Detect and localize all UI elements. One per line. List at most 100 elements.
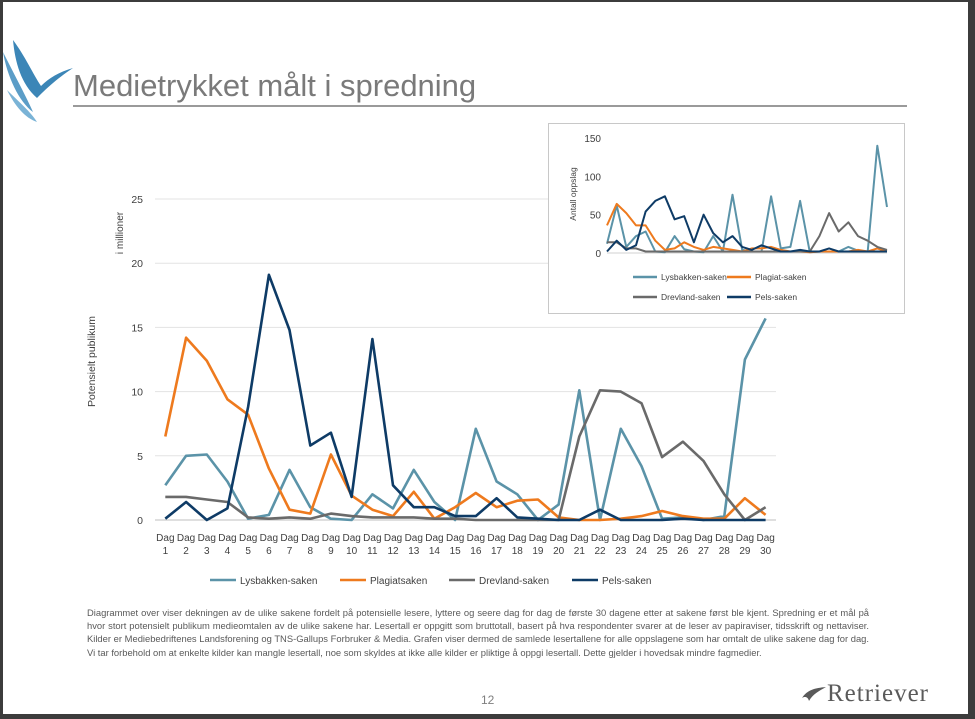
x-tick-label-line: Dag [487, 533, 505, 544]
x-tick-label-line: 1 [163, 546, 169, 557]
bird-logo-icon [3, 40, 73, 122]
x-tick-label-line: Dag [280, 533, 298, 544]
x-tick-label: Dag 9 [322, 533, 340, 557]
brand-logo: Retriever [801, 680, 929, 708]
chart-caption: Diagrammet over viser dekningen av de ul… [87, 607, 869, 658]
series-line [164, 336, 767, 522]
x-tick-label-line: Dag [467, 533, 485, 544]
legend-label: Drevland-saken [479, 576, 549, 587]
x-tick-label: Dag 6 [260, 533, 278, 557]
x-tick-label-line: 15 [450, 546, 462, 557]
x-tick-label-line: 5 [245, 546, 251, 557]
x-tick-label-line: Dag [260, 533, 278, 544]
page-number: 12 [481, 693, 495, 707]
x-tick-label-line: 21 [574, 546, 586, 557]
x-tick-label-line: 30 [760, 546, 772, 557]
x-tick-label: Dag 17 [487, 533, 505, 557]
x-tick-label-line: Dag [591, 533, 609, 544]
x-tick-label: Dag 1 [156, 533, 174, 557]
x-tick-label-line: 27 [698, 546, 710, 557]
x-tick-label: Dag 30 [756, 533, 774, 557]
x-tick-label: Dag 21 [570, 533, 588, 557]
x-tick-label-line: 9 [328, 546, 334, 557]
y-tick-label: 20 [131, 258, 143, 270]
x-tick-label: Dag 10 [342, 533, 360, 557]
x-tick-label: Dag 4 [218, 533, 236, 557]
x-tick-label-line: 14 [429, 546, 441, 557]
x-tick-label-line: Dag [549, 533, 567, 544]
x-tick-label: Dag 28 [715, 533, 733, 557]
x-tick-label-line: 29 [739, 546, 751, 557]
brand-name: Retriever [827, 680, 930, 707]
x-tick-label-line: 17 [491, 546, 503, 557]
x-tick-label-line: 26 [677, 546, 689, 557]
x-tick-label: Dag 23 [612, 533, 630, 557]
x-tick-label-line: 16 [470, 546, 482, 557]
x-tick-label-line: Dag [529, 533, 547, 544]
x-tick-label-line: Dag [632, 533, 650, 544]
x-tick-label: Dag 14 [425, 533, 443, 557]
x-tick-label-line: Dag [425, 533, 443, 544]
x-tick-label-line: 24 [636, 546, 648, 557]
x-tick-label-line: 13 [408, 546, 420, 557]
x-tick-label-line: 28 [719, 546, 731, 557]
x-tick-label: Dag 19 [529, 533, 547, 557]
x-tick-label-line: 10 [346, 546, 358, 557]
x-tick-label: Dag 24 [632, 533, 650, 557]
x-tick-label: Dag 7 [280, 533, 298, 557]
y-tick-label: 15 [131, 322, 143, 334]
y-tick-label: 25 [131, 194, 143, 206]
y-tick-label: 0 [137, 515, 143, 527]
retriever-bird-icon [802, 687, 826, 701]
x-tick-label-line: Dag [612, 533, 630, 544]
slide: Medietrykket målt i spredning 0 5 10 15 20 25… [3, 2, 968, 714]
x-tick-label: Dag 13 [405, 533, 423, 557]
x-tick-label-line: Dag [674, 533, 692, 544]
page-title: Medietrykket målt i spredning [73, 68, 477, 103]
x-tick-label-line: Dag [322, 533, 340, 544]
x-tick-label-line: Dag [405, 533, 423, 544]
x-tick-label-line: Dag [239, 533, 257, 544]
inset-chart-frame [548, 123, 905, 314]
x-tick-label-line: 11 [367, 546, 378, 557]
x-tick-label-line: 22 [594, 546, 606, 557]
y-unit-label: i millioner [115, 211, 126, 254]
x-tick-label: Dag 26 [674, 533, 692, 557]
x-tick-label-line: 19 [532, 546, 544, 557]
x-tick-label-line: 3 [204, 546, 210, 557]
x-tick-label-line: Dag [736, 533, 754, 544]
legend-label: Plagiatsaken [370, 576, 427, 587]
x-tick-label-line: Dag [198, 533, 216, 544]
series-line [164, 317, 767, 522]
x-tick-label-line: 23 [615, 546, 627, 557]
x-tick-label: Dag 22 [591, 533, 609, 557]
x-tick-label: Dag 25 [653, 533, 671, 557]
x-tick-label-line: Dag [756, 533, 774, 544]
x-tick-label-line: 8 [307, 546, 313, 557]
x-tick-label: Dag 15 [446, 533, 464, 557]
y-axis-title: Potensielt publikum [86, 316, 98, 407]
x-tick-label: Dag 12 [384, 533, 402, 557]
x-tick-label: Dag 8 [301, 533, 319, 557]
x-tick-label-line: 20 [553, 546, 565, 557]
x-tick-label: Dag 20 [549, 533, 567, 557]
x-tick-label-line: Dag [384, 533, 402, 544]
x-tick-label: Dag 29 [736, 533, 754, 557]
series-line [165, 388, 767, 522]
y-tick-label: 10 [131, 387, 143, 399]
x-tick-label-line: Dag [156, 533, 174, 544]
x-tick-label-line: 7 [287, 546, 293, 557]
x-tick-label: Dag 16 [467, 533, 485, 557]
x-tick-label-line: Dag [218, 533, 236, 544]
x-tick-label-line: Dag [177, 533, 195, 544]
x-tick-label: Dag 11 [363, 533, 381, 557]
x-tick-label-line: Dag [363, 533, 381, 544]
legend-label: Pels-saken [602, 576, 651, 587]
x-tick-label-line: Dag [715, 533, 733, 544]
x-tick-label-line: 6 [266, 546, 272, 557]
title-divider [73, 105, 907, 107]
x-tick-label-line: 18 [512, 546, 524, 557]
x-tick-label: Dag 18 [508, 533, 526, 557]
x-tick-label-line: 12 [387, 546, 399, 557]
x-tick-label: Dag 5 [239, 533, 257, 557]
